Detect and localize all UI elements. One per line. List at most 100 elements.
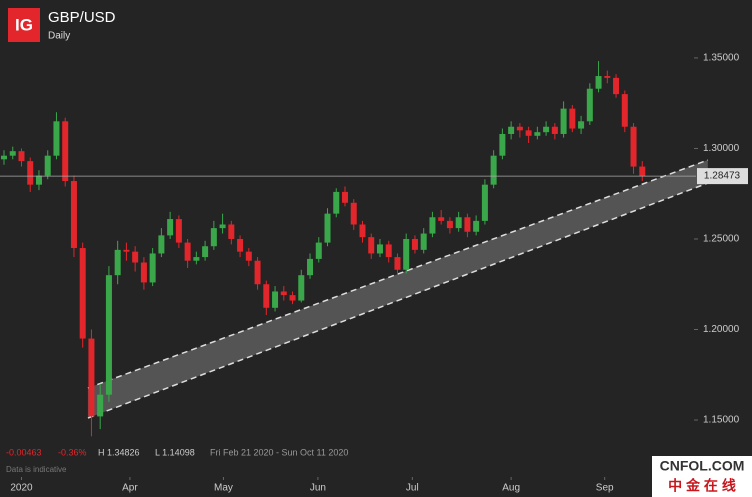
candle-body [639, 166, 646, 177]
candle-body [350, 202, 357, 225]
candle-body [578, 121, 585, 129]
high: H 1.34826 [98, 447, 140, 457]
candle-body [621, 94, 628, 127]
candle-body [368, 237, 375, 254]
candle-body [464, 217, 471, 232]
candle-body [403, 238, 410, 270]
candle-body [9, 151, 16, 156]
candle-body [569, 108, 576, 129]
candle-body [595, 76, 602, 89]
candle-body [237, 238, 244, 252]
candle-body [1, 155, 7, 160]
logo-box [8, 8, 40, 42]
candle-body [35, 175, 42, 185]
candle-body [508, 126, 515, 134]
candle-body [394, 257, 401, 270]
candle-body [551, 126, 558, 134]
candle-body [315, 242, 322, 259]
x-tick-label: Aug [502, 483, 520, 494]
candle-body [411, 238, 418, 250]
candle-body [167, 219, 174, 236]
candle-body [586, 88, 593, 122]
candle-body [560, 108, 567, 134]
candle-body [149, 253, 156, 283]
candle-body [429, 217, 436, 234]
chart-subtitle: Daily [48, 31, 70, 42]
candle-body [123, 249, 130, 252]
candle-body [114, 249, 121, 276]
y-tick-label: 1.30000 [703, 143, 740, 154]
candle-body [79, 248, 86, 339]
date-range: Fri Feb 21 2020 - Sun Oct 11 2020 [210, 447, 348, 457]
x-tick-label: 2020 [10, 483, 33, 494]
candle-body [97, 394, 104, 417]
candle-body [342, 191, 348, 203]
candle-body [27, 161, 34, 185]
y-tick-label: 1.20000 [703, 324, 740, 335]
candle-body [53, 121, 60, 156]
candle-body [254, 260, 261, 285]
candle-body [376, 244, 383, 254]
candle-body [333, 191, 340, 214]
candle-body [228, 224, 235, 239]
candle-body [193, 257, 200, 261]
candle-body [324, 213, 331, 243]
candle-body [298, 275, 305, 301]
change-percent: -0.36% [58, 447, 87, 457]
candle-body [438, 217, 445, 221]
candle-body [184, 242, 191, 261]
candle-body [490, 155, 497, 185]
candle-body [473, 220, 480, 232]
candle-body [604, 76, 611, 78]
candle-body [263, 284, 270, 308]
candle-body [44, 155, 51, 176]
candle-body [543, 126, 550, 133]
chart-title: GBP/USD [48, 9, 116, 26]
channel-band [87, 160, 708, 419]
low: L 1.14098 [155, 447, 195, 457]
candle-body [140, 262, 147, 283]
note: Data is indicative [6, 465, 67, 474]
candle-body [525, 130, 532, 136]
y-tick-label: 1.15000 [703, 415, 740, 426]
candle-body [481, 184, 488, 221]
candle-body [272, 291, 279, 308]
candle-body [499, 133, 506, 156]
candle-body [62, 121, 69, 182]
y-tick-label: 1.35000 [703, 53, 740, 64]
candle-body [516, 126, 523, 131]
candle-body [202, 246, 209, 258]
x-tick-label: Apr [122, 483, 138, 494]
candle-body [105, 275, 112, 395]
watermark: 中 金 在 线 [668, 478, 736, 494]
candle-body [132, 251, 139, 263]
channel-line [87, 182, 709, 419]
candle-body [613, 77, 620, 95]
y-tick-label: 1.25000 [703, 234, 740, 245]
candle-body [158, 235, 165, 254]
candle-body [175, 219, 182, 243]
candle-body [219, 224, 226, 229]
candle-body [18, 151, 25, 162]
candle-body [70, 181, 77, 249]
candle-body [289, 295, 296, 301]
candle-body [280, 291, 287, 296]
change: -0.00463 [6, 447, 42, 457]
x-tick-label: May [214, 483, 233, 494]
candle-body [446, 220, 453, 229]
x-tick-label: Jul [406, 483, 419, 494]
last-price-label: 1.28473 [704, 171, 741, 182]
watermark-box [652, 456, 752, 497]
candle-body [455, 217, 462, 229]
last-price-box [697, 168, 748, 185]
plot: 1.15000 1.20000 1.25000 1.30000 1.35000 2020 A… [0, 53, 748, 494]
candle-body [420, 233, 427, 250]
candle-body [245, 251, 252, 261]
candle-body [307, 258, 314, 276]
x-tick-label: Jun [310, 483, 326, 494]
candle-body [88, 338, 95, 417]
logo: IG [15, 15, 33, 34]
candle-body [630, 126, 637, 167]
